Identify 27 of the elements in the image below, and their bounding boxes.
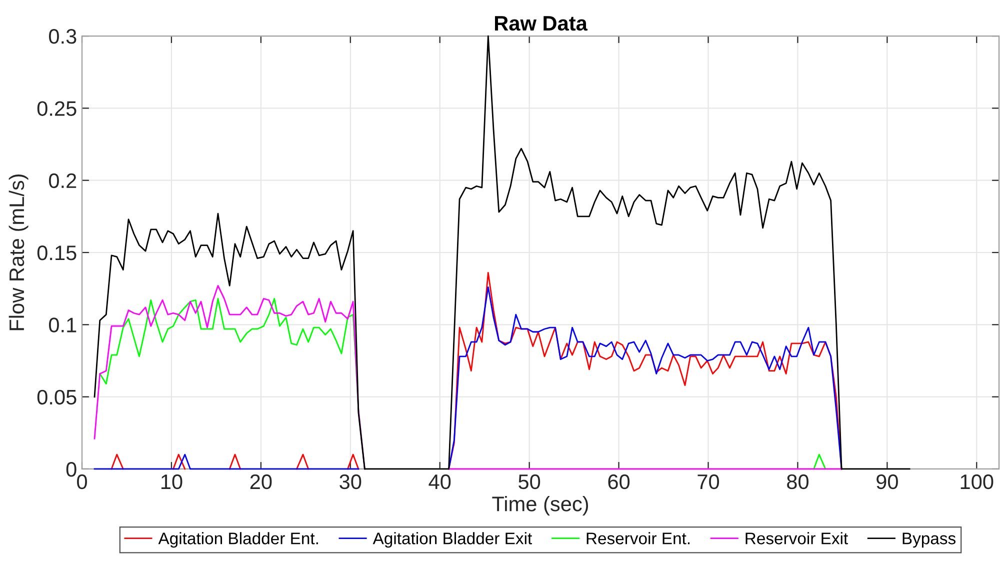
x-tick-label: 80 — [787, 474, 808, 490]
y-tick-label: 0.2 — [48, 173, 76, 188]
x-tick-label: 70 — [698, 474, 720, 490]
legend-label: Agitation Bladder Exit — [372, 532, 532, 548]
legend-label: Agitation Bladder Ent. — [158, 532, 318, 548]
y-tick-label: 0.15 — [37, 246, 76, 260]
y-tick-label: 0.1 — [48, 318, 76, 332]
legend-label: Reservoir Exit — [746, 532, 848, 544]
legend-label: Bypass — [902, 532, 956, 548]
legend-label: Reservoir Ent. — [586, 532, 690, 544]
y-tick-label: 0.25 — [37, 101, 76, 116]
x-axis-title: Time (sec) — [492, 496, 588, 516]
x-tick-label: 90 — [876, 474, 898, 490]
x-tick-label: 100 — [960, 474, 994, 490]
y-tick-label: 0 — [66, 462, 76, 477]
x-tick-label: 40 — [428, 474, 451, 490]
x-tick-label: 20 — [250, 474, 272, 490]
x-tick-label: 10 — [161, 474, 182, 490]
y-axis-title: Flow Rate (mL/s) — [8, 174, 28, 330]
y-tick-label: 0.3 — [48, 29, 76, 44]
x-tick-label: 0 — [77, 474, 87, 490]
x-tick-label: 60 — [608, 474, 630, 490]
y-tick-label: 0.05 — [37, 390, 76, 405]
chart-title: Raw Data — [495, 16, 588, 31]
x-tick-label: 30 — [340, 474, 362, 490]
line-series — [94, 35, 910, 470]
x-tick-label: 50 — [518, 474, 540, 490]
